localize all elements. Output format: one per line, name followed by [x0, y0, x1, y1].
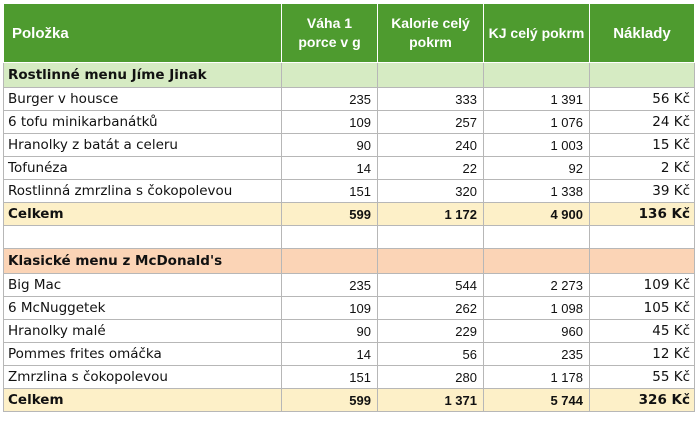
section-title: Rostlinné menu Jíme Jinak: [3, 62, 282, 88]
item-name: Tofunéza: [3, 156, 282, 180]
total-kj: 5 744: [483, 388, 590, 412]
total-kcal: 1 371: [377, 388, 484, 412]
empty-cell: [281, 248, 378, 274]
item-name: Hranolky z batát a celeru: [3, 133, 282, 157]
item-cost: 109 Kč: [589, 273, 695, 297]
item-kj: 1 076: [483, 110, 590, 134]
item-cost: 12 Kč: [589, 342, 695, 366]
item-kj: 235: [483, 342, 590, 366]
table-row: Big Mac 235 544 2 273 109 Kč: [3, 273, 695, 297]
table-row: 6 tofu minikarbanátků 109 257 1 076 24 K…: [3, 110, 695, 134]
header-weight: Váha 1 porce v g: [281, 3, 378, 63]
item-kj: 1 098: [483, 296, 590, 320]
table-row: Rostlinná zmrzlina s čokopolevou 151 320…: [3, 179, 695, 203]
total-cost: 326 Kč: [589, 388, 695, 412]
item-name: Zmrzlina s čokopolevou: [3, 365, 282, 389]
menu-comparison-table: Položka Váha 1 porce v g Kalorie celý po…: [3, 3, 695, 412]
empty-cell: [483, 248, 590, 274]
empty-cell: [377, 248, 484, 274]
item-weight: 151: [281, 179, 378, 203]
item-kcal: 544: [377, 273, 484, 297]
item-kj: 1 391: [483, 87, 590, 111]
item-cost: 24 Kč: [589, 110, 695, 134]
item-name: Big Mac: [3, 273, 282, 297]
table-row: Pommes frites omáčka 14 56 235 12 Kč: [3, 342, 695, 366]
item-name: Rostlinná zmrzlina s čokopolevou: [3, 179, 282, 203]
header-kcal: Kalorie celý pokrm: [377, 3, 484, 63]
item-cost: 45 Kč: [589, 319, 695, 343]
table-row: 6 McNuggetek 109 262 1 098 105 Kč: [3, 296, 695, 320]
item-cost: 105 Kč: [589, 296, 695, 320]
table-row: Tofunéza 14 22 92 2 Kč: [3, 156, 695, 180]
item-kcal: 240: [377, 133, 484, 157]
header-row: Položka Váha 1 porce v g Kalorie celý po…: [3, 3, 695, 63]
header-kj: KJ celý pokrm: [483, 3, 590, 63]
item-weight: 235: [281, 273, 378, 297]
empty-cell: [589, 62, 695, 88]
item-kj: 960: [483, 319, 590, 343]
item-name: 6 tofu minikarbanátků: [3, 110, 282, 134]
section-title-row: Rostlinné menu Jíme Jinak: [3, 62, 695, 88]
total-weight: 599: [281, 388, 378, 412]
item-weight: 90: [281, 319, 378, 343]
item-kcal: 56: [377, 342, 484, 366]
item-kcal: 22: [377, 156, 484, 180]
total-kj: 4 900: [483, 202, 590, 226]
empty-cell: [281, 62, 378, 88]
item-name: Burger v housce: [3, 87, 282, 111]
item-kcal: 262: [377, 296, 484, 320]
total-row: Celkem 599 1 371 5 744 326 Kč: [3, 388, 695, 412]
item-kcal: 229: [377, 319, 484, 343]
table-row: Hranolky malé 90 229 960 45 Kč: [3, 319, 695, 343]
comparison-table-container: Položka Váha 1 porce v g Kalorie celý po…: [3, 3, 695, 412]
item-weight: 109: [281, 296, 378, 320]
total-label: Celkem: [3, 388, 282, 412]
table-row: Burger v housce 235 333 1 391 56 Kč: [3, 87, 695, 111]
item-weight: 109: [281, 110, 378, 134]
table-row: Hranolky z batát a celeru 90 240 1 003 1…: [3, 133, 695, 157]
item-cost: 56 Kč: [589, 87, 695, 111]
item-cost: 55 Kč: [589, 365, 695, 389]
item-name: 6 McNuggetek: [3, 296, 282, 320]
total-label: Celkem: [3, 202, 282, 226]
item-weight: 235: [281, 87, 378, 111]
item-kcal: 333: [377, 87, 484, 111]
item-weight: 90: [281, 133, 378, 157]
item-kj: 92: [483, 156, 590, 180]
empty-cell: [377, 225, 484, 249]
empty-cell: [483, 62, 590, 88]
total-cost: 136 Kč: [589, 202, 695, 226]
item-weight: 151: [281, 365, 378, 389]
empty-cell: [589, 248, 695, 274]
item-kj: 2 273: [483, 273, 590, 297]
total-row: Celkem 599 1 172 4 900 136 Kč: [3, 202, 695, 226]
spacer-row: [3, 225, 695, 249]
empty-cell: [589, 225, 695, 249]
empty-cell: [483, 225, 590, 249]
item-kj: 1 178: [483, 365, 590, 389]
section-title-row: Klasické menu z McDonald's: [3, 248, 695, 274]
empty-cell: [3, 225, 282, 249]
header-item: Položka: [3, 3, 282, 63]
item-kcal: 280: [377, 365, 484, 389]
item-kcal: 257: [377, 110, 484, 134]
item-weight: 14: [281, 342, 378, 366]
item-cost: 15 Kč: [589, 133, 695, 157]
item-kj: 1 003: [483, 133, 590, 157]
empty-cell: [377, 62, 484, 88]
item-cost: 2 Kč: [589, 156, 695, 180]
total-weight: 599: [281, 202, 378, 226]
item-kj: 1 338: [483, 179, 590, 203]
empty-cell: [281, 225, 378, 249]
item-kcal: 320: [377, 179, 484, 203]
header-cost: Náklady: [589, 3, 695, 63]
total-kcal: 1 172: [377, 202, 484, 226]
item-weight: 14: [281, 156, 378, 180]
section-title: Klasické menu z McDonald's: [3, 248, 282, 274]
table-row: Zmrzlina s čokopolevou 151 280 1 178 55 …: [3, 365, 695, 389]
item-cost: 39 Kč: [589, 179, 695, 203]
item-name: Hranolky malé: [3, 319, 282, 343]
item-name: Pommes frites omáčka: [3, 342, 282, 366]
